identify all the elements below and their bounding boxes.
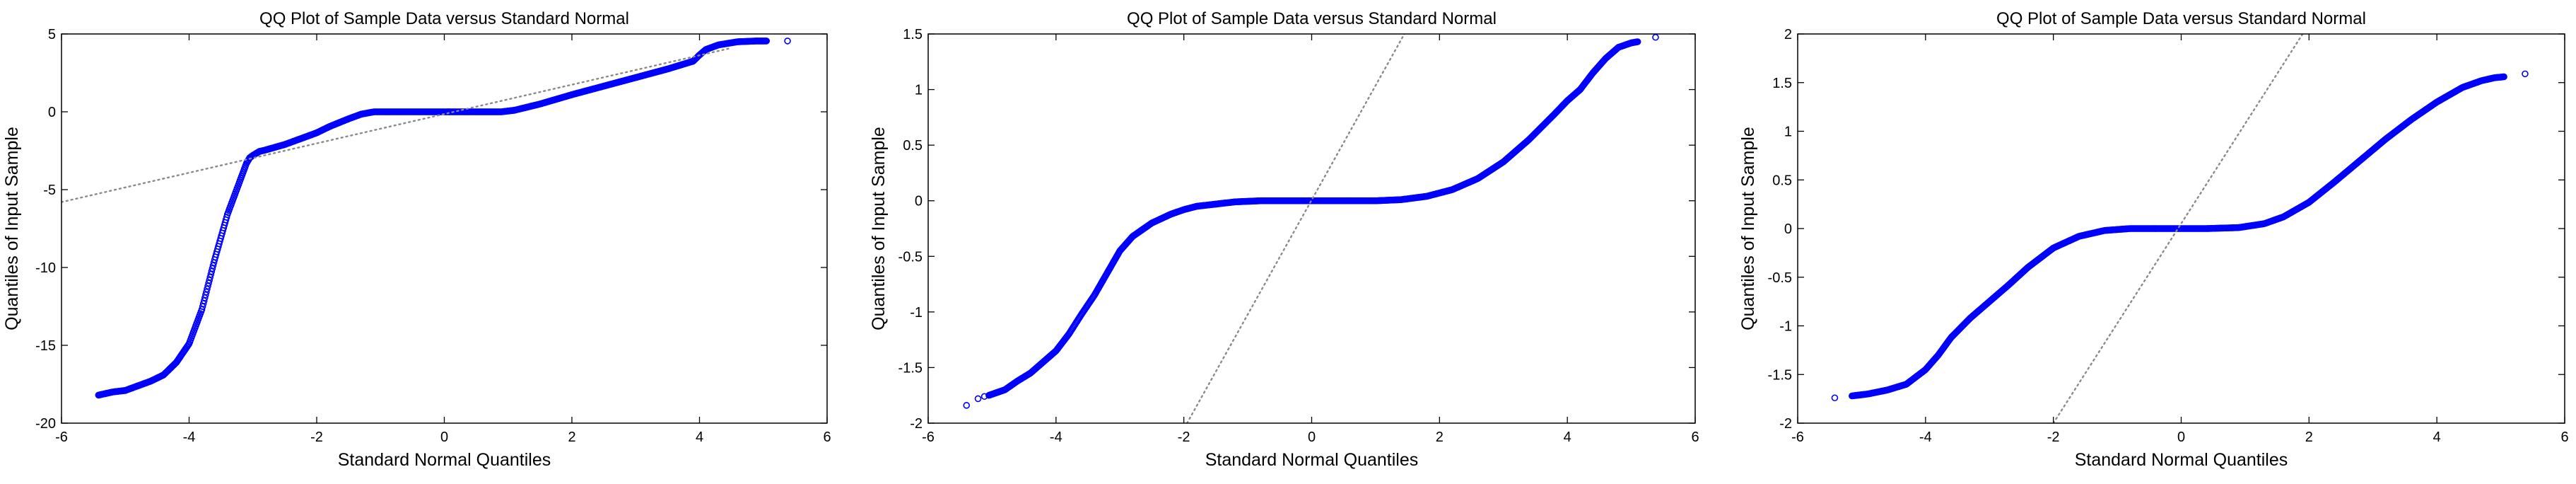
y-tick-label: 5: [48, 27, 56, 42]
data-series: [1849, 73, 2507, 400]
y-tick-label: 0.5: [1772, 173, 1792, 188]
y-tick-label: -20: [35, 416, 56, 432]
x-tick-label: -4: [1919, 430, 1932, 445]
x-tick-label: 2: [1436, 430, 1444, 445]
y-tick-label: -0.5: [898, 249, 923, 265]
x-tick-label: 2: [2305, 430, 2313, 445]
x-tick-label: 4: [2433, 430, 2441, 445]
x-tick-label: -2: [310, 430, 323, 445]
y-tick-label: -10: [35, 260, 56, 276]
plot-area: [62, 34, 827, 423]
y-tick-label: 0: [1784, 221, 1792, 237]
x-tick-label: -6: [922, 430, 935, 445]
x-tick-label: 4: [696, 430, 703, 445]
chart-title: QQ Plot of Sample Data versus Standard N…: [1996, 9, 2366, 28]
x-tick-label: 0: [2177, 430, 2185, 445]
x-tick-label: -6: [55, 430, 68, 445]
y-tick-label: 0.5: [903, 138, 923, 154]
tail-points: [963, 34, 1659, 409]
y-tick-label: 1: [1784, 125, 1792, 140]
x-tick-label: 0: [1308, 430, 1316, 445]
chart-title: QQ Plot of Sample Data versus Standard N…: [259, 9, 629, 28]
data-point: [1831, 394, 1839, 402]
x-tick-label: 6: [1691, 430, 1699, 445]
data-series: [985, 38, 1641, 399]
x-tick-label: 0: [440, 430, 448, 445]
reference-line: [1185, 34, 1405, 423]
tail-points: [1831, 70, 2529, 402]
y-tick-label: -5: [43, 183, 56, 198]
y-tick-label: -2: [1779, 416, 1792, 432]
y-tick-label: 1.5: [1772, 76, 1792, 91]
data-point: [2522, 70, 2529, 78]
data-point: [963, 402, 971, 409]
x-tick-label: -4: [1050, 430, 1062, 445]
x-tick-label: 4: [1564, 430, 1571, 445]
x-tick-label: 6: [823, 430, 831, 445]
y-tick-label: 1: [915, 83, 923, 98]
data-point: [980, 393, 988, 401]
x-tick-label: -4: [183, 430, 196, 445]
y-tick-label: -2: [910, 416, 923, 432]
tail-points: [784, 38, 791, 45]
data-point: [1634, 38, 1641, 45]
y-tick-label: -0.5: [1768, 270, 1792, 286]
data-layer: [963, 34, 1659, 423]
reference-line: [62, 47, 732, 203]
x-axis-label: Standard Normal Quantiles: [338, 450, 551, 470]
data-layer: [1831, 34, 2529, 423]
y-tick-label: 0: [915, 194, 923, 209]
y-tick-label: 2: [1784, 27, 1792, 42]
y-tick-label: 1.5: [903, 27, 923, 42]
x-tick-label: 6: [2560, 430, 2568, 445]
data-point: [974, 395, 982, 403]
data-series: [95, 38, 771, 399]
x-axis-label: Standard Normal Quantiles: [2075, 450, 2288, 470]
y-tick-label: -1: [910, 305, 923, 321]
chart-title: QQ Plot of Sample Data versus Standard N…: [1127, 9, 1497, 28]
y-tick-label: -1.5: [898, 360, 923, 376]
data-point: [784, 38, 791, 45]
x-tick-label: 2: [568, 430, 575, 445]
y-axis-label: Quantiles of Input Sample: [1738, 127, 1758, 330]
y-axis-label: Quantiles of Input Sample: [869, 127, 889, 330]
x-tick-label: -2: [2047, 430, 2060, 445]
y-tick-label: -1.5: [1768, 367, 1792, 383]
data-point: [2500, 73, 2507, 81]
y-tick-label: 0: [48, 105, 56, 120]
data-layer: [62, 38, 791, 399]
qq-plot-panel-3: -6 -4 -2 0 2 4 6 -2 -1.5 -1 -0.5 0 0.5 1 1.5 2 QQ Plot o…: [1738, 9, 2569, 470]
y-tick-label: -15: [35, 338, 56, 354]
y-tick-label: -1: [1779, 319, 1792, 335]
y-axis-label: Quantiles of Input Sample: [2, 127, 22, 330]
x-axis-label: Standard Normal Quantiles: [1205, 450, 1419, 470]
x-tick-label: -2: [1178, 430, 1190, 445]
x-tick-label: -6: [1791, 430, 1804, 445]
data-point: [763, 38, 771, 45]
qq-plot-panel-2: -6 -4 -2 0 2 4 6 -2 -1.5 -1 -0.5 0 0.5 1 1.5 QQ Plot of…: [869, 9, 1699, 470]
